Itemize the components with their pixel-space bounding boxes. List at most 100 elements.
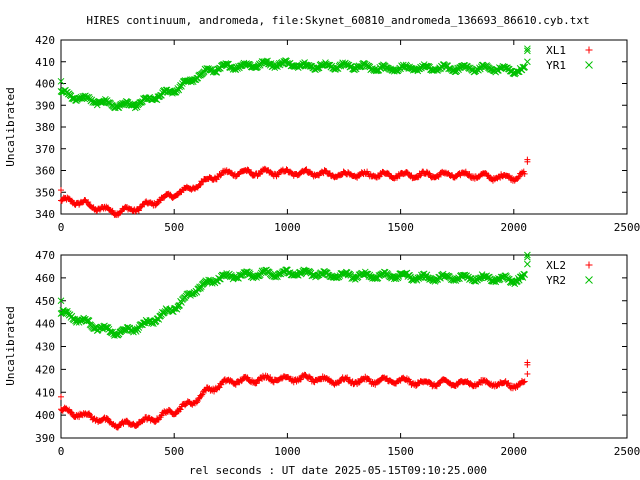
legend-marker-xl1: [585, 46, 593, 54]
y-axis-label-top: Uncalibrated: [4, 87, 17, 166]
y-tick-label: 450: [35, 295, 55, 308]
y-tick-label: 420: [35, 363, 55, 376]
legend-label: YR1: [546, 59, 566, 72]
panel-top: Uncalibrated 0 500 1000 1500 2000 2500 340 350 3…: [4, 34, 640, 234]
series-xl2-point: [355, 379, 362, 386]
series-yr2-outlier: [524, 253, 531, 261]
series-yr1-point: [521, 63, 529, 71]
y-tick-label: 350: [35, 186, 55, 199]
x-tick-label: 1500: [387, 445, 414, 458]
series-xl2-point: [193, 399, 200, 406]
x-tick-label: 500: [164, 445, 184, 458]
x-tick-label: 2000: [501, 221, 528, 234]
series-xl2-point: [433, 383, 440, 390]
x-axis-label: rel seconds : UT date 2025-05-15T09:10:2…: [189, 464, 487, 477]
plot-frame-top: [60, 39, 628, 215]
series-yr2-point: [64, 310, 72, 317]
series-yr2-outlier: [524, 251, 531, 259]
series-xl1-point: [521, 170, 528, 177]
y-tick-label: 410: [35, 386, 55, 399]
y-tick-label: 400: [35, 78, 55, 91]
x-tick-label: 500: [164, 221, 184, 234]
series-yr1-point: [364, 62, 372, 70]
series-xl1-point: [135, 207, 142, 214]
x-tick-label: 2000: [501, 445, 528, 458]
x-tick-label: 2500: [614, 221, 640, 234]
series-xl2-point: [218, 381, 225, 388]
plot-frame-bottom: [60, 254, 628, 439]
series-xl1-point: [375, 173, 382, 180]
series-yr1-point: [280, 58, 288, 65]
series-yr1-point: [101, 97, 108, 105]
series-xl2-point: [521, 378, 528, 385]
y-tick-label: 390: [35, 432, 55, 445]
marks-top: [57, 45, 531, 219]
ticks-bottom: 0 500 1000 1500 2000 2500 390 400 410 420 430 440 45…: [35, 249, 640, 458]
series-xl1-point: [515, 174, 522, 181]
series-yr1-point: [119, 99, 126, 107]
series-yr1-outlier: [524, 58, 531, 66]
series-yr1-point: [86, 95, 94, 103]
series-xl2-point: [198, 392, 205, 399]
series-xl1-point: [403, 169, 410, 176]
y-tick-label: 360: [35, 165, 55, 178]
legend-marker-yr2: [585, 276, 593, 284]
series-yr1-outlier: [57, 77, 65, 85]
legend-label: XL1: [546, 44, 566, 57]
series-xl2-point: [199, 391, 206, 398]
series-yr1-outlier: [524, 45, 531, 53]
series-xl1-outlier: [524, 156, 531, 163]
y-tick-label: 420: [35, 34, 55, 47]
series-yr1-point: [224, 60, 231, 68]
ticks-top: 0 500 1000 1500 2000 2500 340 350 360 370 380 390 40…: [35, 34, 640, 234]
x-tick-label: 2500: [614, 445, 640, 458]
y-tick-label: 430: [35, 341, 55, 354]
y-tick-label: 400: [35, 409, 55, 422]
series-yr2-point: [521, 271, 529, 278]
series-yr2-point: [197, 284, 204, 292]
x-tick-label: 1000: [274, 221, 301, 234]
series-xl1-outlier: [58, 187, 64, 194]
series-xl1-point: [85, 199, 92, 206]
series-yr2-outlier: [524, 260, 531, 268]
series-xl2-outlier: [58, 393, 64, 400]
series-yr1-point: [68, 95, 76, 102]
y-axis-label-bottom: Uncalibrated: [4, 306, 17, 385]
legend-label: YR2: [546, 274, 566, 287]
x-tick-label: 1500: [387, 221, 414, 234]
y-tick-label: 340: [35, 208, 55, 221]
y-tick-label: 460: [35, 272, 55, 285]
series-xl2-point: [412, 382, 419, 389]
chart-title: HIRES continuum, andromeda, file:Skynet_…: [86, 14, 589, 27]
y-tick-label: 440: [35, 318, 55, 331]
marks-bottom: [57, 251, 531, 431]
series-xl2-point: [520, 379, 527, 386]
y-tick-label: 410: [35, 56, 55, 69]
y-tick-label: 380: [35, 121, 55, 134]
series-xl2-point: [195, 395, 202, 402]
series-yr2-point: [191, 289, 199, 297]
series-xl2-point: [177, 406, 184, 413]
x-tick-label: 0: [58, 445, 65, 458]
legend-marker-yr1: [585, 61, 593, 69]
series-xl2-point: [232, 381, 239, 388]
series-xl2-point: [297, 376, 304, 383]
series-xl2-outlier: [524, 359, 531, 366]
y-tick-label: 370: [35, 143, 55, 156]
series-xl1-point: [303, 166, 310, 173]
series-yr2-outlier: [57, 297, 65, 305]
series-xl1-point: [396, 173, 403, 180]
legend-label: XL2: [546, 259, 566, 272]
series-xl1-point: [174, 191, 181, 198]
y-tick-label: 470: [35, 249, 55, 262]
series-yr1-point: [509, 69, 517, 77]
panel-bottom: Uncalibrated 0 500 1000 1500 2000 2500 390 400 4…: [4, 249, 640, 458]
series-xl2-point: [264, 373, 271, 380]
series-xl2-outlier: [524, 370, 531, 377]
series-xl2-point: [505, 380, 512, 387]
x-tick-label: 1000: [274, 445, 301, 458]
series-xl1-point: [426, 170, 433, 177]
y-tick-label: 390: [35, 99, 55, 112]
